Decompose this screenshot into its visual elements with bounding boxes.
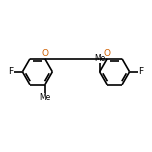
Text: Me: Me <box>94 54 105 63</box>
Text: F: F <box>8 67 14 76</box>
Text: F: F <box>138 67 144 76</box>
Text: Me: Me <box>39 93 50 102</box>
Text: O: O <box>104 49 111 58</box>
Text: O: O <box>41 49 48 58</box>
